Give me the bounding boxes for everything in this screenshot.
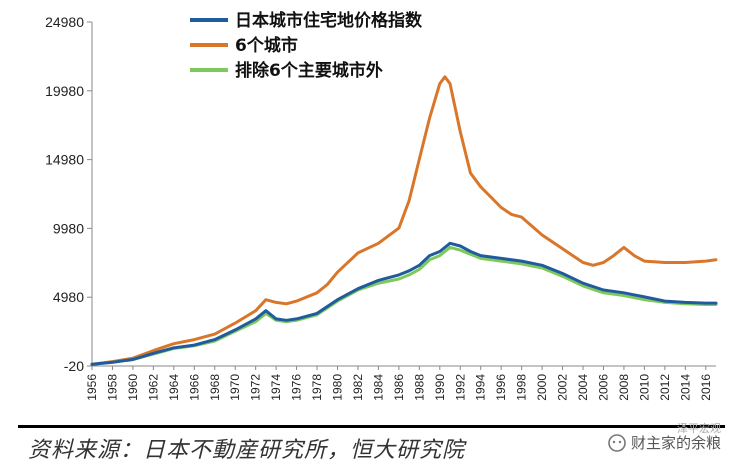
x-tick-label: 2006: [596, 374, 610, 401]
y-tick-label: 4980: [53, 289, 84, 305]
series-lines: [90, 75, 718, 366]
x-tick-label: 1996: [494, 374, 508, 401]
x-tick-label: 1972: [249, 374, 263, 401]
x-tick-label: 1978: [310, 374, 324, 401]
y-tick-label: 9980: [53, 220, 84, 236]
x-tick-label: 1970: [228, 374, 242, 401]
source-note: 资料来源：日本不動産研究所，恒大研究院: [28, 438, 466, 463]
x-tick-label: 1966: [187, 374, 201, 401]
x-tick-label: 1956: [85, 374, 99, 401]
x-tick-label: 1994: [474, 374, 488, 401]
x-tick-label: 2014: [678, 374, 692, 401]
x-tick-label: 1992: [453, 374, 467, 401]
x-tick-label: 1984: [371, 374, 385, 401]
x-tick-label: 2002: [556, 374, 570, 401]
x-axis: 1956 1958 1960 1962 1964 1966 1968 1970 1972 1974…: [85, 365, 716, 401]
x-tick-label: 2016: [699, 374, 713, 401]
x-tick-label: 1988: [412, 374, 426, 401]
y-tick-label: 14980: [45, 152, 84, 168]
x-tick-label: 2008: [617, 374, 631, 401]
x-tick-label: 1986: [392, 374, 406, 401]
x-tick-label: 1982: [351, 374, 365, 401]
y-tick-label: 19980: [45, 83, 84, 99]
watermark: 财主家的余粮 泽平宏观: [607, 422, 721, 453]
series-line-1: [90, 241, 718, 366]
x-tick-label: 1974: [269, 374, 283, 401]
x-tick-label: 2010: [637, 374, 651, 401]
series-line-2: [90, 75, 718, 366]
x-tick-label: 1962: [146, 374, 160, 401]
y-tick-label: -20: [64, 358, 84, 374]
x-tick-label: 1964: [167, 374, 181, 401]
x-tick-label: 2012: [658, 374, 672, 401]
x-tick-label: 2000: [535, 374, 549, 401]
x-tick-label: 2004: [576, 374, 590, 401]
x-tick-label: 1976: [290, 374, 304, 401]
x-tick-label: 1990: [433, 374, 447, 401]
x-tick-label: 1968: [208, 374, 222, 401]
footer-divider: [18, 425, 725, 428]
y-tick-label: 24980: [45, 14, 84, 30]
legend-label: 6个城市: [235, 35, 298, 56]
legend-label: 排除6个主要城市外: [235, 60, 383, 81]
y-axis: -20 4980 9980 14980 19980 24980: [45, 14, 93, 374]
x-tick-label: 1980: [331, 374, 345, 401]
legend-label: 日本城市住宅地价格指数: [235, 10, 423, 31]
x-tick-label: 1960: [126, 374, 140, 401]
x-tick-label: 1998: [515, 374, 529, 401]
x-tick-label: 1958: [105, 374, 119, 401]
wechat-icon: [608, 433, 626, 452]
watermark-sub-label: 泽平宏观: [677, 422, 721, 435]
watermark-label: 财主家的余粮: [630, 434, 721, 452]
